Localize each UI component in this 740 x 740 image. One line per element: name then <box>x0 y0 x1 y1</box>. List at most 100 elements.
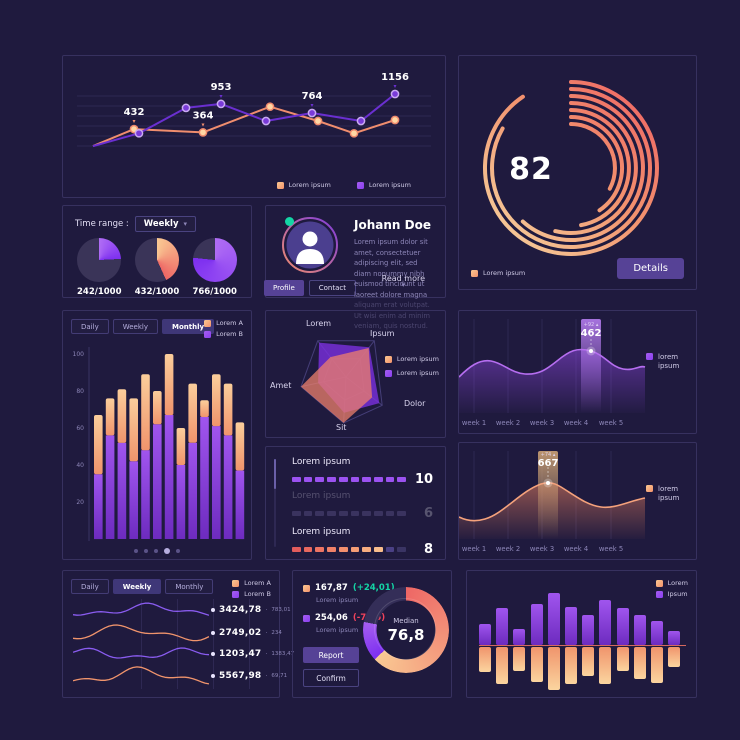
time-range-dropdown[interactable]: Weekly ▾ <box>134 216 197 232</box>
spark-tab-weekly[interactable]: Weekly <box>112 579 162 594</box>
gauge-value: 82 <box>509 152 553 187</box>
stacked-bar-segment-a <box>164 354 174 416</box>
sparkline-chart <box>73 647 209 659</box>
progress-bar <box>292 547 407 552</box>
stacked-bar-segment-b <box>188 442 197 539</box>
mirror-bar-up <box>582 615 595 645</box>
pie-item: 766/1000 <box>192 238 237 297</box>
mirror-bar-down <box>513 647 526 672</box>
mirror-bar-down <box>668 647 681 667</box>
panel-profile-card: Profile Contact Johann Doe Lorem ipsum d… <box>264 205 446 330</box>
scrollbar-thumb[interactable] <box>274 459 276 489</box>
progress-segment <box>338 511 348 516</box>
mirror-bar-up <box>479 624 491 645</box>
legend-item: Lorem B <box>204 330 243 338</box>
endpoint-dot <box>211 608 215 612</box>
panel-donut-kpi: 167,87 (+24,01) Lorem ipsum 254,06 (-7,1… <box>292 570 452 698</box>
read-more-link[interactable]: Read more ▾ <box>381 274 425 289</box>
stacked-bar-segment-a <box>212 374 221 427</box>
orange-swatch-icon <box>471 269 478 277</box>
spark-value: 3424,78 <box>219 605 262 615</box>
mirror-bar-down <box>530 647 543 682</box>
stacked-bar-segment-b <box>117 442 127 539</box>
mirror-bar-down <box>479 647 491 673</box>
stacked-tab-monthly[interactable]: Monthly <box>161 319 215 334</box>
pagination-dot[interactable] <box>164 548 170 554</box>
purple-swatch-icon <box>384 369 392 377</box>
sparkline-row: 1203,47 · 1383,47 <box>73 642 294 666</box>
spark-tab-monthly[interactable]: Monthly <box>165 579 214 594</box>
stacked-tab-daily[interactable]: Daily <box>71 319 109 334</box>
mirror-bar-up <box>651 620 663 645</box>
purple-swatch-icon <box>204 330 212 338</box>
mirror-bar-down <box>599 647 612 684</box>
mirror-bar-down <box>616 647 629 672</box>
stacked-bar-segment-b <box>94 474 103 540</box>
legend-item: Lorem ipsum <box>384 369 439 377</box>
gridline <box>249 599 250 689</box>
mirror-bar-up <box>633 615 646 645</box>
stacked-bar-segment-b <box>105 435 115 539</box>
tooltip-value: 667 <box>537 458 559 470</box>
orange-swatch-icon <box>384 355 392 363</box>
mirror-legend: Lorem Ipsum <box>655 579 688 598</box>
stacked-bar-segment-b <box>212 426 221 539</box>
progress-segment <box>303 511 313 516</box>
progress-segment <box>292 477 301 482</box>
pagination-dot[interactable] <box>144 549 148 553</box>
progress-row: Lorem ipsum 6 <box>292 491 433 521</box>
progress-segment <box>327 477 336 482</box>
concentric-arcs-chart <box>482 80 659 256</box>
separator: · <box>265 650 268 658</box>
progress-value: 10 <box>415 472 434 487</box>
data-label: 432 <box>124 107 145 118</box>
progress-segment <box>362 547 371 552</box>
legend-label: Lorem ipsum <box>483 269 526 277</box>
progress-segment <box>385 547 395 552</box>
details-button[interactable]: Details <box>617 258 684 279</box>
progress-segment <box>362 511 371 516</box>
pie-chart <box>134 238 179 282</box>
svg-text:100: 100 <box>73 351 85 358</box>
data-label: 764 <box>302 91 323 102</box>
profile-button[interactable]: Profile <box>264 280 304 296</box>
stacked-tab-weekly[interactable]: Weekly <box>112 319 158 334</box>
endpoint-dot <box>211 674 215 678</box>
scrollbar-track <box>274 459 276 547</box>
progress-segment <box>315 511 325 516</box>
stacked-bar-segment-a <box>141 374 150 451</box>
progress-value: 6 <box>423 506 433 521</box>
svg-text:80: 80 <box>76 388 84 395</box>
mirror-bar-chart <box>479 587 686 691</box>
week-label: week 2 <box>495 419 521 427</box>
gridline <box>141 599 142 689</box>
purple-swatch-icon <box>356 181 364 189</box>
separator: · <box>265 629 268 637</box>
orange-swatch-icon <box>232 579 240 587</box>
kpi-legend-item: 167,87 (+24,01) Lorem ipsum <box>303 583 395 604</box>
week-label: week 4 <box>563 419 589 427</box>
report-button[interactable]: Report <box>303 647 359 663</box>
progress-segment <box>385 477 395 482</box>
panel-time-range-pies: Time range : Weekly ▾ 242/1000 432/1000 76… <box>62 205 252 298</box>
pagination-dot[interactable] <box>154 549 158 553</box>
contact-button[interactable]: Contact <box>308 280 356 296</box>
orange-swatch-icon <box>646 485 653 492</box>
confirm-button[interactable]: Confirm <box>303 669 359 687</box>
stacked-bar-segment-a <box>105 398 115 436</box>
time-range-label: Time range : <box>75 219 129 229</box>
svg-text:▾: ▾ <box>310 102 313 109</box>
avatar <box>281 216 339 274</box>
progress-segment <box>373 547 383 552</box>
spark-tab-daily[interactable]: Daily <box>71 579 109 594</box>
pagination-dot[interactable] <box>176 549 180 553</box>
panel-sparklines: Daily Weekly Monthly Lorem A Lorem B 3424,… <box>62 570 294 698</box>
legend-item: Ipsum <box>655 590 688 598</box>
sparkline-row: 3424,78 · 783,01 <box>73 598 291 622</box>
pagination-dot[interactable] <box>134 549 138 553</box>
radar-chart <box>300 340 383 424</box>
progress-segment <box>397 511 407 516</box>
legend-item: Lorem <box>655 579 688 587</box>
wave-legend: lorem ipsum <box>646 353 690 371</box>
spark-value: 2749,02 <box>219 628 262 638</box>
